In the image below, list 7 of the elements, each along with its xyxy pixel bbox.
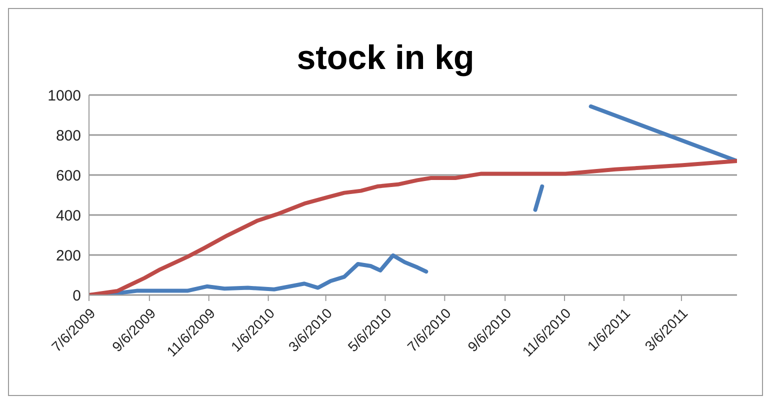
y-tick-label: 600 <box>56 167 81 184</box>
y-tick-label: 1000 <box>48 87 81 104</box>
y-tick-label: 800 <box>56 127 81 144</box>
y-tick-label: 400 <box>56 207 81 224</box>
chart-title: stock in kg <box>296 39 476 79</box>
y-tick-label: 0 <box>72 287 81 304</box>
y-tick-label: 200 <box>56 247 81 264</box>
